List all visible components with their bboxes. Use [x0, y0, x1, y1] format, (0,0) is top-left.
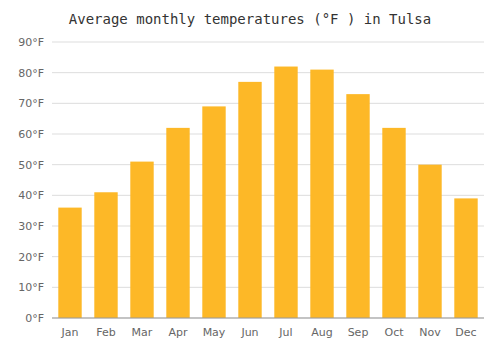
bar: [418, 165, 441, 318]
bar: [166, 128, 189, 318]
bar: [202, 106, 225, 318]
y-tick-label: 80°F: [18, 67, 44, 80]
x-tick-label: Feb: [96, 326, 115, 339]
bar: [454, 198, 477, 318]
x-tick-label: Apr: [168, 326, 188, 339]
y-tick-label: 0°F: [25, 312, 44, 325]
grid: [52, 42, 484, 318]
x-axis-line: [52, 318, 484, 319]
x-tick-label: Oct: [384, 326, 404, 339]
bar: [58, 208, 81, 318]
x-tick-label: Mar: [132, 326, 153, 339]
x-axis: Jan Feb Mar Apr May Jun Jul Aug Sep Oct Nov Dec: [61, 326, 477, 339]
x-tick-label: Dec: [455, 326, 476, 339]
chart-container: Average monthly temperatures (°F ) in Tu…: [0, 0, 500, 350]
bar: [94, 192, 117, 318]
grid-line: [52, 72, 484, 73]
grid-line: [52, 42, 484, 43]
y-tick-label: 10°F: [18, 281, 44, 294]
y-tick-label: 20°F: [18, 251, 44, 264]
x-tick-label: Aug: [311, 326, 332, 339]
x-tick-label: Jul: [278, 326, 292, 339]
chart-svg: Average monthly temperatures (°F ) in Tu…: [0, 0, 500, 350]
title: Average monthly temperatures (°F ) in Tu…: [69, 11, 431, 27]
y-tick-label: 50°F: [18, 159, 44, 172]
x-tick-label: Jan: [61, 326, 79, 339]
y-tick-label: 60°F: [18, 128, 44, 141]
bar: [274, 67, 297, 318]
y-tick-label: 70°F: [18, 97, 44, 110]
x-tick-label: Nov: [419, 326, 441, 339]
bars: [58, 67, 477, 318]
grid-line: [52, 318, 484, 319]
y-axis: 0°F 10°F 20°F 30°F 40°F 50°F 60°F 70°F 80°F 90°F: [18, 36, 44, 325]
bar: [346, 94, 369, 318]
bar: [310, 70, 333, 318]
bar: [238, 82, 261, 318]
y-tick-label: 30°F: [18, 220, 44, 233]
grid-line: [52, 103, 484, 104]
bar: [382, 128, 405, 318]
grid-line: [52, 134, 484, 135]
bar: [130, 162, 153, 318]
y-tick-label: 90°F: [18, 36, 44, 49]
x-tick-label: Jun: [240, 326, 258, 339]
x-tick-label: Sep: [348, 326, 369, 339]
x-tick-label: May: [203, 326, 226, 339]
y-tick-label: 40°F: [18, 189, 44, 202]
